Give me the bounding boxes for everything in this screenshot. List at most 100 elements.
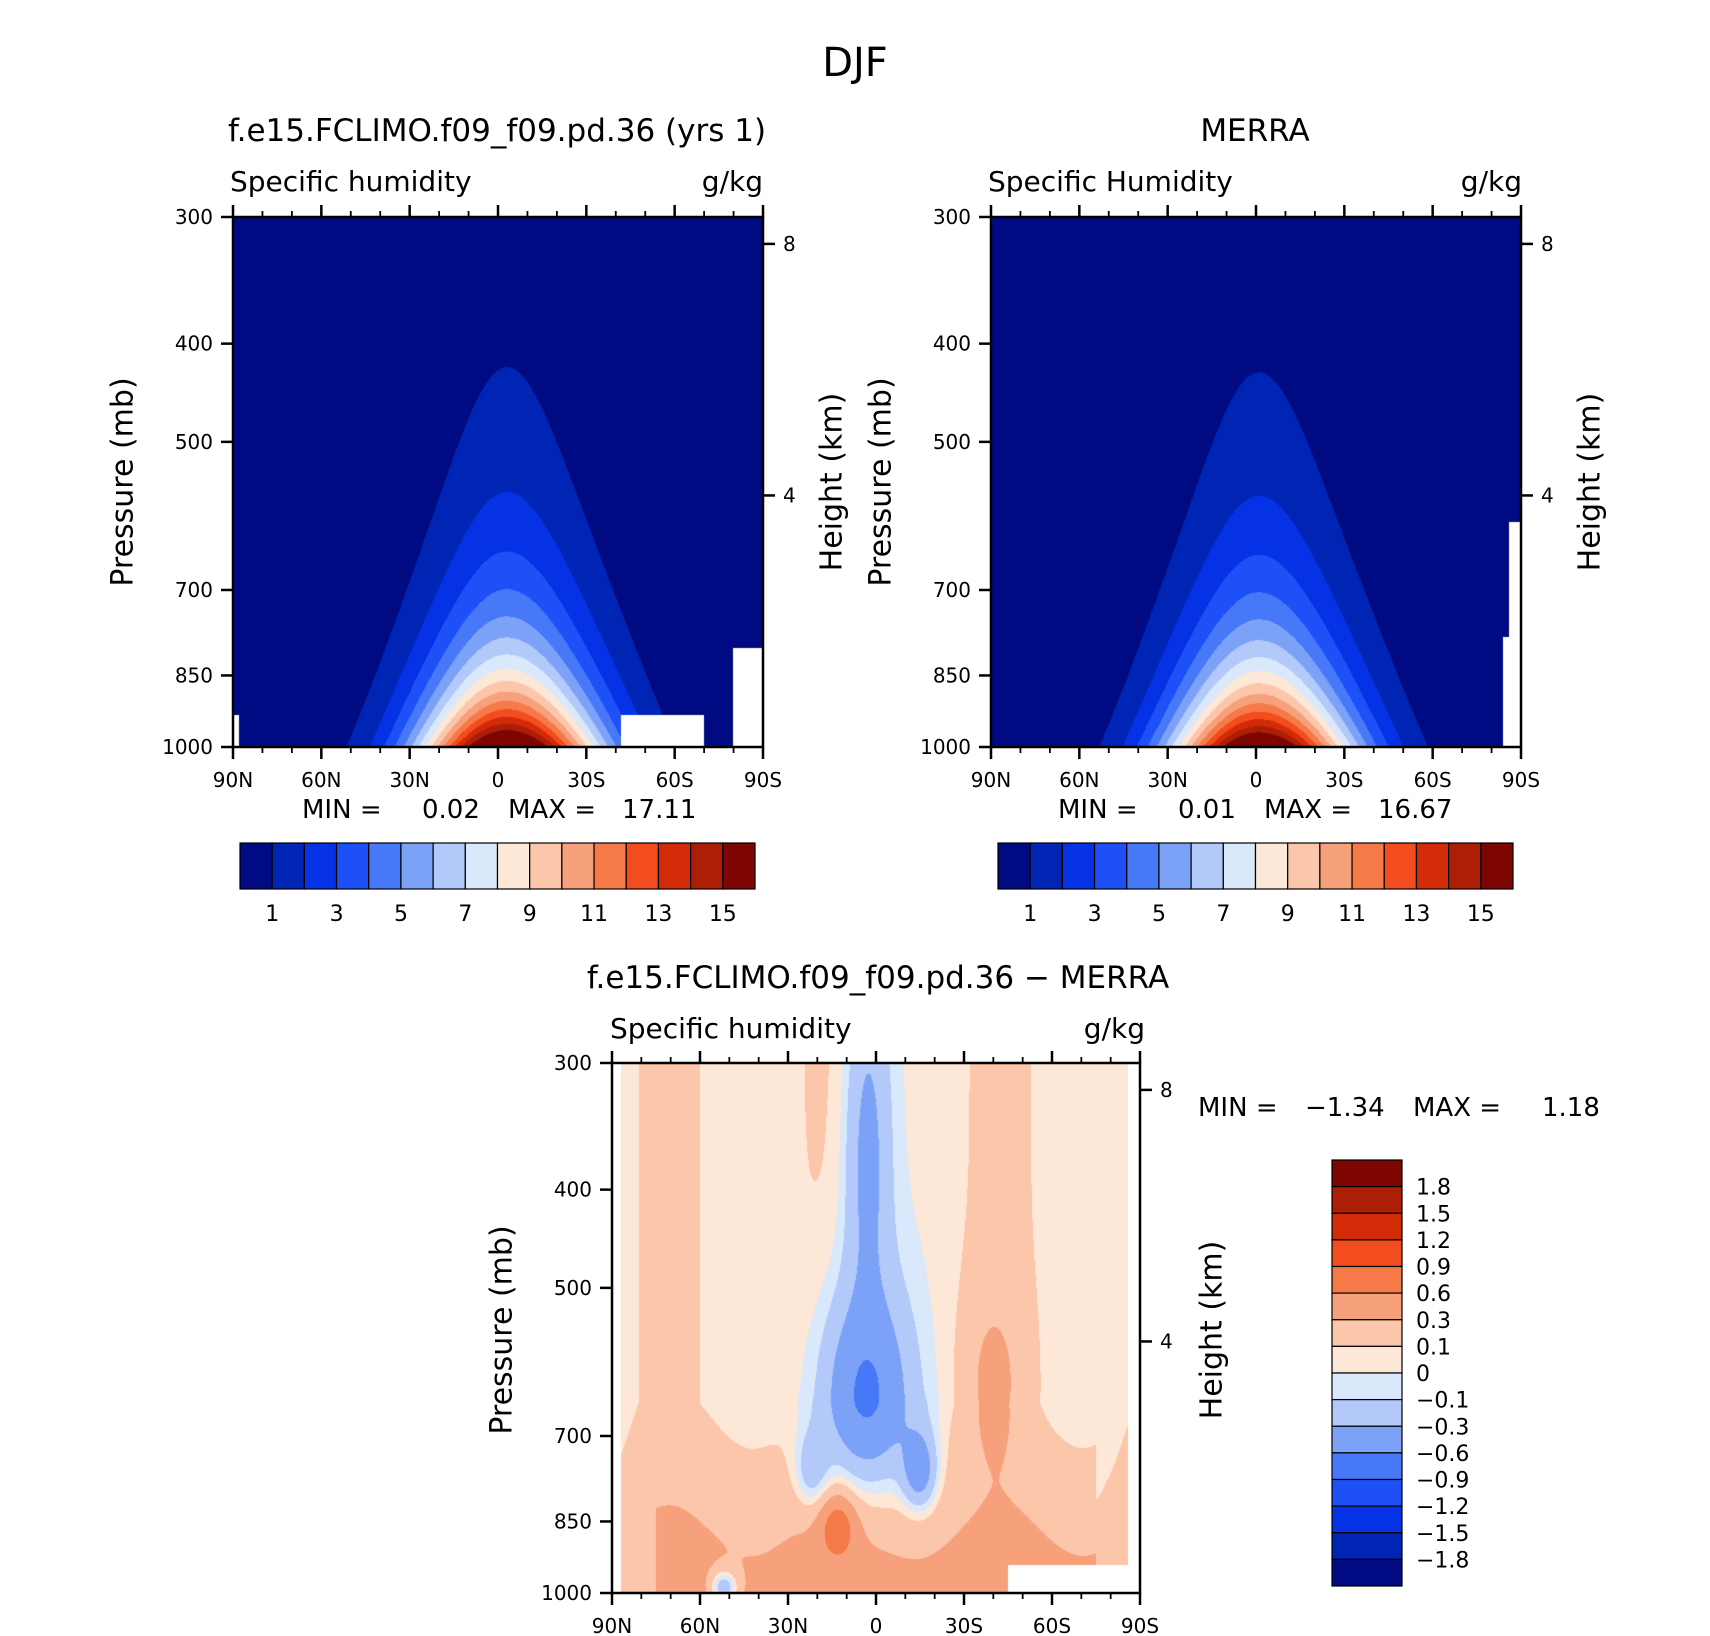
colorbar-box bbox=[1448, 842, 1482, 890]
y-tick-label: 300 bbox=[554, 1051, 592, 1075]
colorbar-label: 5 bbox=[1152, 902, 1166, 927]
colorbar-box bbox=[432, 842, 466, 890]
colorbar-box bbox=[561, 842, 595, 890]
figure-title: DJF bbox=[822, 40, 888, 86]
x-tick-label: 30N bbox=[1147, 768, 1187, 792]
colorbar-box bbox=[529, 842, 563, 890]
colorbar-label: 9 bbox=[1281, 902, 1295, 927]
height-tick-label: 4 bbox=[783, 483, 796, 507]
y-tick-label: 400 bbox=[933, 332, 971, 356]
y-tick-label: 300 bbox=[175, 205, 213, 229]
colorbar-box bbox=[496, 842, 531, 890]
panel-title: MERRA bbox=[1200, 113, 1310, 149]
height-tick-label: 8 bbox=[783, 232, 796, 256]
max-value: 1.18 bbox=[1542, 1093, 1600, 1123]
colorbar-label: 0.6 bbox=[1416, 1282, 1451, 1307]
min-value: 0.01 bbox=[1178, 795, 1236, 825]
colorbar-box bbox=[1331, 1505, 1403, 1534]
max-label: MAX = bbox=[1413, 1093, 1502, 1123]
plot-frame bbox=[989, 215, 1523, 749]
colorbar-box bbox=[690, 842, 724, 890]
colorbar-label: 5 bbox=[394, 902, 408, 927]
panel-title: f.e15.FCLIMO.f09_f09.pd.36 − MERRA bbox=[586, 960, 1170, 996]
colorbar-box bbox=[1331, 1372, 1403, 1401]
min-label: MIN = bbox=[1198, 1093, 1278, 1123]
y-tick-label: 850 bbox=[554, 1509, 592, 1533]
colorbar-box bbox=[239, 842, 273, 890]
colorbar-label: −1.5 bbox=[1416, 1522, 1469, 1547]
x-tick-label: 60N bbox=[1059, 768, 1099, 792]
colorbar-box bbox=[1331, 1558, 1403, 1587]
colorbar-box bbox=[1093, 842, 1128, 890]
colorbar-box bbox=[1331, 1425, 1403, 1454]
colorbar-label: 15 bbox=[1467, 902, 1495, 927]
max-value: 17.11 bbox=[622, 795, 697, 825]
height-tick-label: 4 bbox=[1160, 1329, 1173, 1353]
y-tick-label: 500 bbox=[175, 430, 213, 454]
colorbar-box bbox=[1254, 842, 1289, 890]
colorbar-box bbox=[1331, 1186, 1403, 1214]
min-value: 0.02 bbox=[422, 795, 480, 825]
x-tick-label: 60S bbox=[1033, 1614, 1071, 1636]
colorbar-label: 7 bbox=[458, 902, 472, 927]
colorbar-label: 1 bbox=[1023, 902, 1037, 927]
colorbar-label: 3 bbox=[1088, 902, 1102, 927]
colorbar-box bbox=[1331, 1478, 1403, 1507]
contour-field bbox=[991, 217, 1521, 747]
colorbar-box bbox=[1331, 1239, 1403, 1268]
colorbar-box bbox=[1331, 1399, 1403, 1427]
colorbar-box bbox=[464, 842, 499, 890]
min-label: MIN = bbox=[1058, 795, 1138, 825]
colorbar-label: 0.9 bbox=[1416, 1256, 1451, 1281]
contour-field bbox=[612, 1063, 1140, 1593]
y-axis-label: Pressure (mb) bbox=[105, 377, 141, 587]
x-tick-label: 90S bbox=[1121, 1614, 1159, 1636]
panel-title: f.e15.FCLIMO.f09_f09.pd.36 (yrs 1) bbox=[227, 113, 767, 149]
colorbar-box bbox=[1383, 842, 1418, 890]
x-tick-label: 90N bbox=[592, 1614, 632, 1636]
y-tick-label: 500 bbox=[554, 1276, 592, 1300]
min-label: MIN = bbox=[302, 795, 382, 825]
colorbar-box bbox=[1331, 1292, 1403, 1321]
y-tick-label: 1000 bbox=[541, 1581, 592, 1605]
colorbar-label: 11 bbox=[580, 902, 608, 927]
colorbar-box bbox=[1331, 1212, 1403, 1241]
max-label: MAX = bbox=[1264, 795, 1353, 825]
x-tick-label: 0 bbox=[870, 1614, 883, 1636]
colorbar-box bbox=[368, 842, 402, 890]
colorbar-label: 13 bbox=[1402, 902, 1430, 927]
x-tick-label: 0 bbox=[1250, 768, 1263, 792]
x-tick-label: 30N bbox=[768, 1614, 808, 1636]
colorbar-box bbox=[625, 842, 660, 890]
plot-frame bbox=[231, 215, 765, 749]
colorbar-label: 1.5 bbox=[1416, 1202, 1451, 1227]
y-tick-label: 400 bbox=[554, 1178, 592, 1202]
colorbar-box bbox=[1331, 1532, 1403, 1560]
y-axis-right-label: Height (km) bbox=[1572, 392, 1608, 572]
colorbar-box bbox=[1331, 1159, 1403, 1188]
y-tick-label: 300 bbox=[933, 205, 971, 229]
y-axis-right-label: Height (km) bbox=[814, 392, 850, 572]
colorbar-label: −0.1 bbox=[1416, 1389, 1469, 1414]
y-tick-label: 500 bbox=[933, 430, 971, 454]
colorbar-box bbox=[722, 842, 756, 890]
colorbar-label: 1.8 bbox=[1416, 1176, 1451, 1201]
colorbar-label: 3 bbox=[330, 902, 344, 927]
y-axis-right-label: Height (km) bbox=[1194, 1240, 1230, 1420]
min-value: −1.34 bbox=[1305, 1093, 1385, 1123]
y-tick-label: 850 bbox=[933, 663, 971, 687]
y-tick-label: 1000 bbox=[920, 735, 971, 759]
colorbar-label: 11 bbox=[1338, 902, 1366, 927]
colorbar-label: 0.1 bbox=[1416, 1335, 1451, 1360]
colorbar-label: 0.3 bbox=[1416, 1309, 1451, 1334]
colorbar-label: 1 bbox=[265, 902, 279, 927]
colorbar-label: 15 bbox=[709, 902, 737, 927]
y-axis-label: Pressure (mb) bbox=[863, 377, 899, 587]
units-label: g/kg bbox=[701, 165, 763, 198]
colorbar-box bbox=[1351, 842, 1385, 890]
colorbar-label: −1.8 bbox=[1416, 1548, 1469, 1573]
variable-label: Specific humidity bbox=[230, 165, 472, 198]
y-tick-label: 700 bbox=[933, 578, 971, 602]
y-tick-label: 700 bbox=[554, 1424, 592, 1448]
